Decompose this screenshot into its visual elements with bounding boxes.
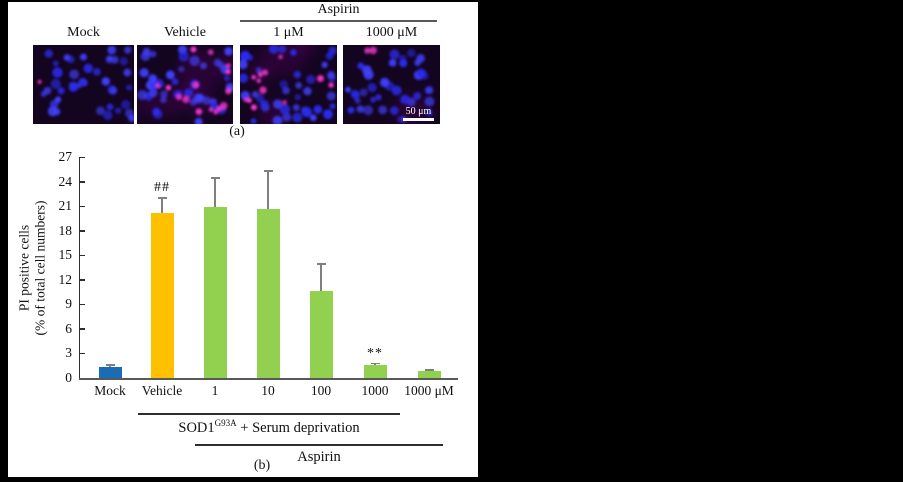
x-category-label: 1000 μM bbox=[404, 383, 454, 398]
group-label-superscript: G93A bbox=[214, 418, 237, 428]
y-tick-label: 24 bbox=[58, 173, 73, 189]
error-bar bbox=[320, 263, 322, 292]
group-label-main: SOD1 bbox=[178, 419, 215, 436]
y-tick-label: 21 bbox=[58, 198, 73, 214]
scale-bar-label: 50 μm bbox=[405, 106, 432, 117]
y-tick-mark bbox=[80, 303, 85, 306]
group-label-rest: + Serum deprivation bbox=[236, 419, 360, 436]
bar-10 bbox=[256, 208, 280, 378]
bar-100 bbox=[309, 291, 333, 378]
micrograph-1-μm bbox=[240, 45, 337, 124]
bar-vehicle bbox=[150, 213, 174, 378]
y-tick-mark bbox=[80, 352, 85, 355]
error-bar bbox=[161, 197, 163, 214]
error-bar-cap bbox=[370, 362, 380, 365]
bar-1000 bbox=[363, 364, 387, 378]
error-bar bbox=[214, 177, 216, 207]
scale-bar: 50 μm bbox=[403, 106, 434, 121]
x-category-label: 1000 bbox=[361, 383, 389, 398]
error-bar-cap bbox=[157, 197, 167, 199]
x-category-label: 10 bbox=[261, 383, 275, 398]
y-tick-mark bbox=[80, 230, 85, 232]
bar-1 bbox=[203, 206, 227, 378]
group-label-1: SOD1G93A + Serum deprivation bbox=[139, 418, 399, 437]
micrograph-label-4: 1000 μM bbox=[365, 25, 418, 40]
micrograph-label-1: Mock bbox=[67, 25, 100, 40]
micrograph-vehicle bbox=[137, 45, 233, 124]
micrograph-label-3: 1 μM bbox=[273, 25, 304, 40]
y-tick-label: 27 bbox=[58, 149, 73, 164]
micrograph-mock bbox=[33, 45, 134, 124]
significance-annotation: ** bbox=[367, 345, 383, 361]
x-axis-line bbox=[78, 378, 458, 380]
y-tick-label: 3 bbox=[65, 345, 72, 361]
y-tick-label: 0 bbox=[65, 370, 72, 385]
x-category-label: Vehicle bbox=[141, 383, 183, 398]
panel-a-tag: (a) bbox=[229, 124, 245, 139]
y-tick-label: 9 bbox=[65, 296, 72, 312]
group-label-2: Aspirin bbox=[189, 449, 449, 466]
group-line-1 bbox=[138, 413, 400, 415]
y-tick-mark bbox=[80, 254, 85, 257]
y-axis-title-line1: PI positive cells bbox=[16, 224, 31, 312]
error-bar-cap bbox=[210, 177, 220, 179]
y-tick-mark bbox=[80, 279, 85, 281]
x-category-label: Mock bbox=[94, 383, 126, 398]
bar-1000-μm bbox=[417, 370, 441, 378]
y-tick-label: 6 bbox=[65, 320, 72, 336]
figure-panel: Aspirin Mock Vehicle 1 μM 1000 μM 50 μm (a)… bbox=[8, 2, 478, 477]
error-bar bbox=[267, 170, 269, 209]
y-tick-label: 18 bbox=[58, 222, 73, 238]
micrograph-image bbox=[240, 45, 337, 124]
x-category-label: 100 bbox=[310, 383, 332, 398]
y-tick-mark bbox=[80, 205, 85, 208]
group-line-2 bbox=[195, 444, 443, 446]
panel-b-tag: (b) bbox=[253, 458, 271, 473]
error-bar-cap bbox=[263, 170, 273, 172]
micrograph-1000-μm: 50 μm bbox=[343, 45, 440, 124]
bar-mock bbox=[98, 366, 122, 378]
panel-a-aspirin-underline bbox=[240, 20, 437, 22]
error-bar-cap bbox=[424, 369, 434, 371]
y-axis-title-line2: (% of total cell numbers) bbox=[32, 200, 47, 336]
y-tick-mark bbox=[80, 156, 85, 158]
group-label-main: Aspirin bbox=[297, 449, 341, 465]
y-tick-label: 15 bbox=[58, 247, 73, 263]
micrograph-label-2: Vehicle bbox=[164, 25, 206, 40]
y-tick-label: 12 bbox=[58, 271, 73, 287]
y-tick-mark bbox=[80, 328, 85, 330]
significance-annotation: ## bbox=[154, 180, 170, 196]
micrograph-image bbox=[137, 45, 233, 124]
y-tick-mark bbox=[80, 181, 85, 183]
error-bar-cap bbox=[105, 364, 115, 366]
panel-a-aspirin-header: Aspirin bbox=[317, 2, 360, 17]
x-category-label: 1 bbox=[211, 383, 219, 398]
error-bar-cap bbox=[316, 263, 326, 265]
scale-bar-line bbox=[403, 118, 434, 121]
y-axis-line bbox=[78, 157, 80, 380]
micrograph-image bbox=[33, 45, 134, 124]
micrograph-image bbox=[343, 45, 440, 124]
